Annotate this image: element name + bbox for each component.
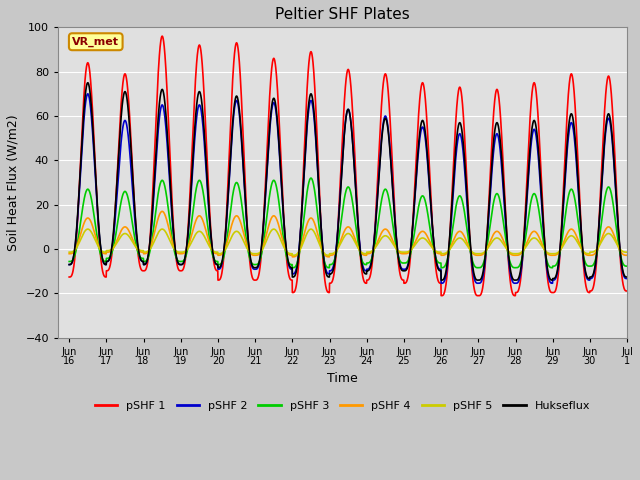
Hukseflux: [84, 80, 92, 85]
pSHF 5: [129, 240, 137, 245]
pSHF 2: [129, 192, 137, 198]
Hukseflux: [129, 179, 137, 184]
Line: Hukseflux: Hukseflux: [69, 83, 627, 280]
pSHF 3: [303, 188, 311, 194]
pSHF 3: [162, 189, 170, 195]
pSHF 4: [552, 252, 560, 258]
pSHF 3: [612, 225, 620, 231]
pSHF 1: [303, 80, 311, 86]
Y-axis label: Soil Heat Flux (W/m2): Soil Heat Flux (W/m2): [7, 114, 20, 251]
pSHF 5: [65, 249, 73, 255]
Line: pSHF 3: pSHF 3: [69, 178, 627, 268]
pSHF 3: [307, 175, 315, 181]
Hukseflux: [280, 209, 287, 215]
pSHF 5: [304, 229, 312, 235]
pSHF 2: [303, 120, 311, 126]
Line: pSHF 4: pSHF 4: [69, 211, 627, 257]
pSHF 5: [623, 249, 631, 255]
pSHF 5: [280, 243, 287, 249]
pSHF 2: [163, 127, 170, 132]
pSHF 2: [552, 274, 560, 280]
pSHF 1: [280, 204, 287, 210]
Hukseflux: [612, 195, 620, 201]
pSHF 3: [129, 223, 136, 229]
Hukseflux: [552, 272, 560, 278]
pSHF 5: [163, 230, 170, 236]
pSHF 1: [65, 274, 73, 280]
pSHF 1: [623, 288, 631, 294]
pSHF 1: [158, 33, 166, 39]
pSHF 4: [163, 215, 170, 221]
pSHF 5: [552, 251, 560, 256]
pSHF 4: [623, 252, 631, 258]
Legend: pSHF 1, pSHF 2, pSHF 3, pSHF 4, pSHF 5, Hukseflux: pSHF 1, pSHF 2, pSHF 3, pSHF 4, pSHF 5, …: [91, 396, 595, 415]
pSHF 4: [304, 220, 312, 226]
pSHF 5: [84, 226, 92, 232]
Title: Peltier SHF Plates: Peltier SHF Plates: [275, 7, 410, 22]
pSHF 2: [280, 212, 287, 217]
pSHF 3: [623, 263, 631, 269]
pSHF 1: [552, 285, 560, 291]
Line: pSHF 1: pSHF 1: [69, 36, 627, 296]
pSHF 3: [552, 262, 560, 267]
Hukseflux: [438, 277, 445, 283]
Text: VR_met: VR_met: [72, 36, 119, 47]
pSHF 1: [612, 184, 620, 190]
pSHF 2: [623, 276, 631, 281]
pSHF 3: [279, 233, 287, 239]
pSHF 1: [129, 172, 136, 178]
pSHF 4: [289, 254, 297, 260]
pSHF 1: [476, 293, 483, 299]
pSHF 1: [163, 70, 170, 75]
pSHF 4: [129, 237, 136, 243]
pSHF 4: [280, 240, 287, 245]
pSHF 2: [84, 91, 92, 96]
Hukseflux: [163, 114, 170, 120]
pSHF 2: [438, 280, 445, 286]
pSHF 3: [438, 265, 445, 271]
pSHF 4: [65, 251, 73, 257]
pSHF 2: [65, 262, 73, 267]
Hukseflux: [65, 262, 73, 267]
pSHF 4: [158, 208, 166, 214]
pSHF 2: [612, 198, 620, 204]
X-axis label: Time: Time: [327, 372, 358, 384]
Hukseflux: [623, 274, 631, 280]
pSHF 5: [289, 252, 297, 258]
Line: pSHF 5: pSHF 5: [69, 229, 627, 255]
pSHF 5: [612, 240, 620, 246]
pSHF 4: [612, 239, 620, 244]
Line: pSHF 2: pSHF 2: [69, 94, 627, 283]
pSHF 3: [65, 259, 73, 264]
Hukseflux: [303, 115, 311, 120]
